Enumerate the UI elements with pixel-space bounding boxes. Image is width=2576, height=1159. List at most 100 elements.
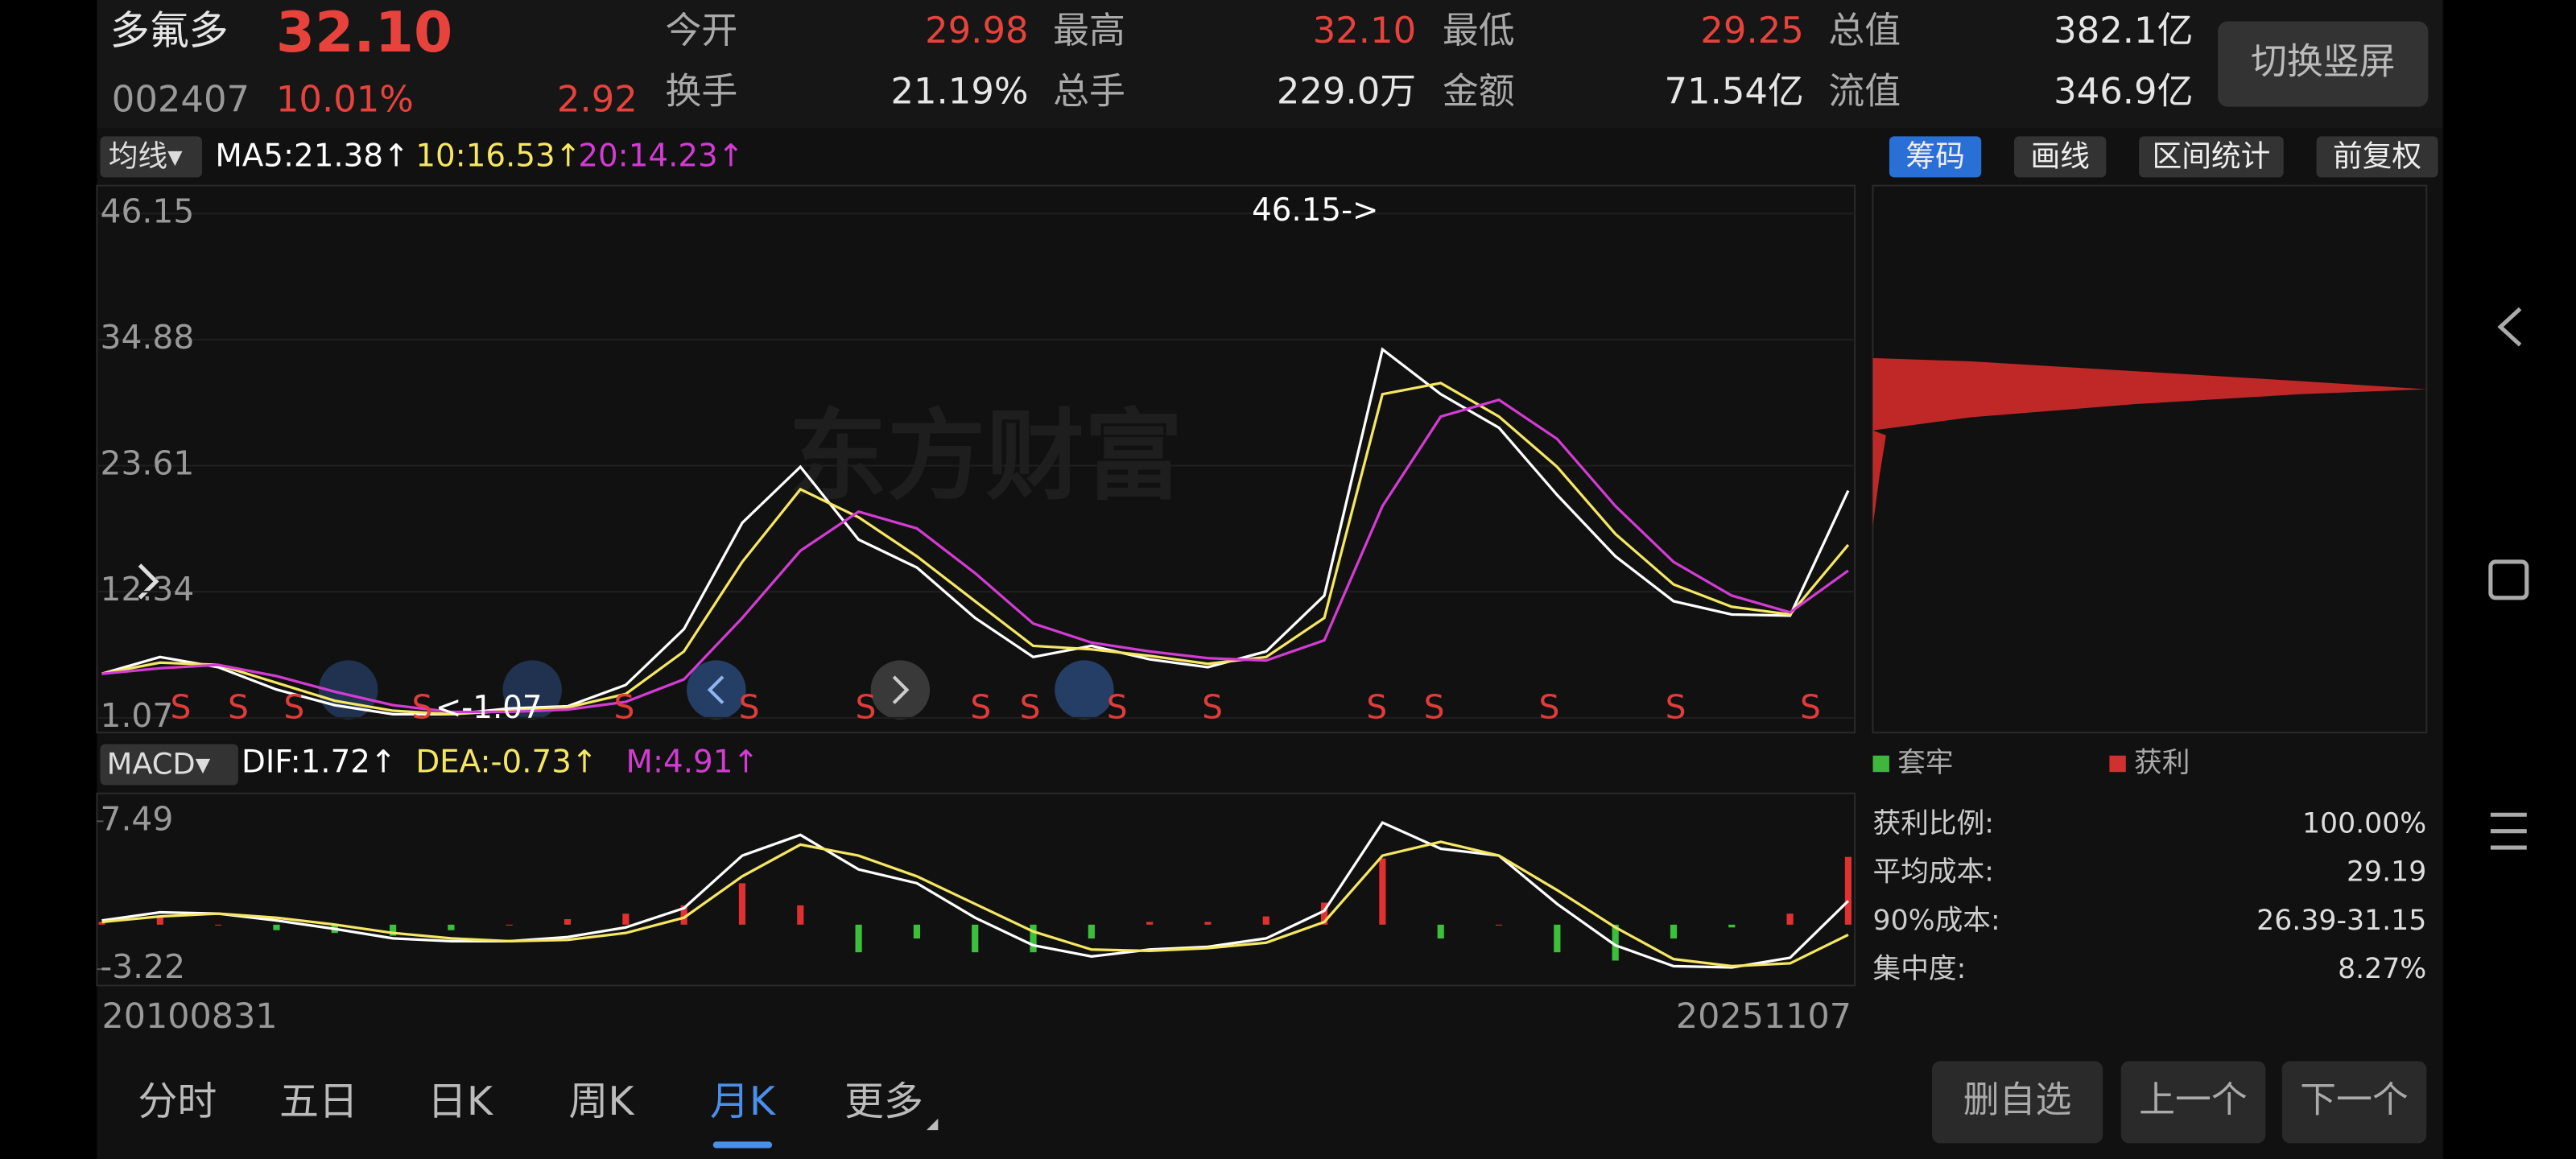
- macd-bar: [448, 924, 455, 930]
- legend-label: 套牢: [1897, 747, 1953, 779]
- chip-stat-value: 29.19: [2347, 856, 2426, 889]
- stat-label: 最高: [1053, 9, 1125, 52]
- high-annotation: 46.15->: [1252, 192, 1378, 229]
- nav-back[interactable]: [2497, 307, 2522, 347]
- macd-bar: [797, 905, 804, 925]
- macd-indicator: DIF:1.72↑: [242, 744, 396, 780]
- float-icon: [892, 675, 910, 704]
- action-button[interactable]: [2281, 1061, 2427, 1144]
- macd-bar: [98, 922, 105, 925]
- macd-bar: [1030, 924, 1037, 953]
- switch-button[interactable]: [2218, 21, 2429, 107]
- float-button[interactable]: [502, 660, 562, 720]
- stat-label: 总手: [1053, 69, 1125, 112]
- tool-button[interactable]: [1889, 136, 1982, 178]
- action-button[interactable]: [1932, 1061, 2103, 1144]
- legend-swatch: [1872, 755, 1889, 773]
- signal-marker: S: [1107, 688, 1128, 727]
- stat-value: 229.0万: [1277, 69, 1416, 112]
- float-button[interactable]: [1055, 660, 1114, 720]
- app-area: [97, 0, 2443, 1159]
- macd-bar: [1204, 922, 1212, 925]
- stat-value: 382.1亿: [2054, 9, 2193, 52]
- stat-value: 71.54亿: [1664, 69, 1803, 112]
- macd-bar: [1379, 858, 1386, 925]
- tool-button[interactable]: [2316, 136, 2438, 178]
- period-tab[interactable]: 五日: [279, 1079, 358, 1124]
- chip-distribution-tail: [1872, 430, 1886, 526]
- macd-bar: [273, 924, 280, 930]
- signal-marker: S: [1424, 688, 1445, 727]
- macd-bar: [1786, 914, 1794, 925]
- macd-bar: [1670, 924, 1678, 939]
- macd-bar: [1262, 916, 1269, 925]
- change: 2.92: [557, 78, 638, 121]
- ma-line: [101, 347, 1850, 716]
- y-tick-label: 7.49: [100, 799, 173, 838]
- macd-bar: [1844, 856, 1852, 925]
- macd-bar: [1437, 924, 1444, 939]
- signal-marker: S: [1366, 688, 1387, 727]
- macd-bar: [564, 918, 572, 925]
- y-tick-label: -3.22: [100, 947, 185, 986]
- action-button-label: 下一个: [2300, 1078, 2409, 1120]
- float-button[interactable]: [687, 660, 746, 720]
- y-tick-label: 23.61: [100, 444, 194, 483]
- period-tab[interactable]: 月K: [710, 1079, 777, 1124]
- stat-label: 金额: [1443, 69, 1515, 112]
- y-tick-label: 1.07: [100, 696, 173, 735]
- signal-marker: S: [171, 688, 192, 727]
- tool-button[interactable]: [2139, 136, 2284, 178]
- signal-marker: S: [1202, 688, 1223, 727]
- ma-indicator: 20:14.23↑: [578, 138, 744, 174]
- action-button[interactable]: [2120, 1061, 2266, 1144]
- chip-stat-value: 26.39-31.15: [2256, 905, 2426, 937]
- period-tab[interactable]: 周K: [568, 1079, 635, 1124]
- signal-marker: S: [412, 688, 433, 727]
- macd-bar: [1612, 924, 1619, 961]
- tool-button[interactable]: [2014, 136, 2107, 178]
- macd-selector[interactable]: [100, 744, 238, 786]
- macd-indicator: M:4.91↑: [626, 744, 759, 780]
- period-tab[interactable]: 日K: [427, 1079, 494, 1124]
- stat-label: 换手: [666, 69, 738, 112]
- macd-bar: [1495, 924, 1503, 926]
- ma-selector[interactable]: [100, 136, 203, 178]
- tool-button-label: 筹码: [1905, 138, 1964, 173]
- signal-marker: S: [970, 688, 991, 727]
- tab-underline: [712, 1141, 773, 1149]
- macd-bar: [506, 924, 513, 926]
- macd-bar: [1088, 924, 1095, 939]
- macd-bar: [215, 924, 222, 926]
- tool-button-label: 区间统计: [2152, 138, 2270, 173]
- stat-label: 流值: [1828, 69, 1901, 112]
- macd-bar: [680, 905, 687, 925]
- signal-marker: S: [283, 688, 304, 727]
- macd-bar: [156, 916, 163, 925]
- tool-button-label: 画线: [2030, 138, 2089, 173]
- macd-bar: [1146, 922, 1154, 925]
- macd-bar: [1321, 902, 1328, 925]
- macd-line: [101, 840, 1849, 968]
- chip-stat-label: 获利比例:: [1873, 807, 1994, 839]
- macd-bar: [738, 883, 746, 925]
- nav-home[interactable]: [2488, 559, 2529, 600]
- stat-value: 21.19%: [890, 69, 1028, 112]
- signal-marker: S: [1666, 688, 1686, 727]
- nav-menu[interactable]: [2490, 812, 2527, 850]
- macd-plot-frame: [96, 792, 1856, 987]
- macd-indicator: DEA:-0.73↑: [415, 744, 597, 780]
- signal-marker: S: [739, 688, 760, 727]
- float-button[interactable]: [870, 660, 931, 720]
- signal-marker: S: [1020, 688, 1041, 727]
- period-tab[interactable]: 分时: [138, 1079, 217, 1124]
- macd-bar: [1554, 924, 1561, 953]
- signal-marker: S: [614, 688, 635, 727]
- y-tick-label: 34.88: [100, 318, 194, 357]
- stock-code: 002407: [112, 78, 250, 121]
- stock-price: 32.10: [276, 1, 452, 65]
- y-tick-label: 46.15: [100, 192, 194, 230]
- x-end-label: 20251107: [1676, 996, 1852, 1037]
- period-tab[interactable]: 更多: [844, 1079, 923, 1124]
